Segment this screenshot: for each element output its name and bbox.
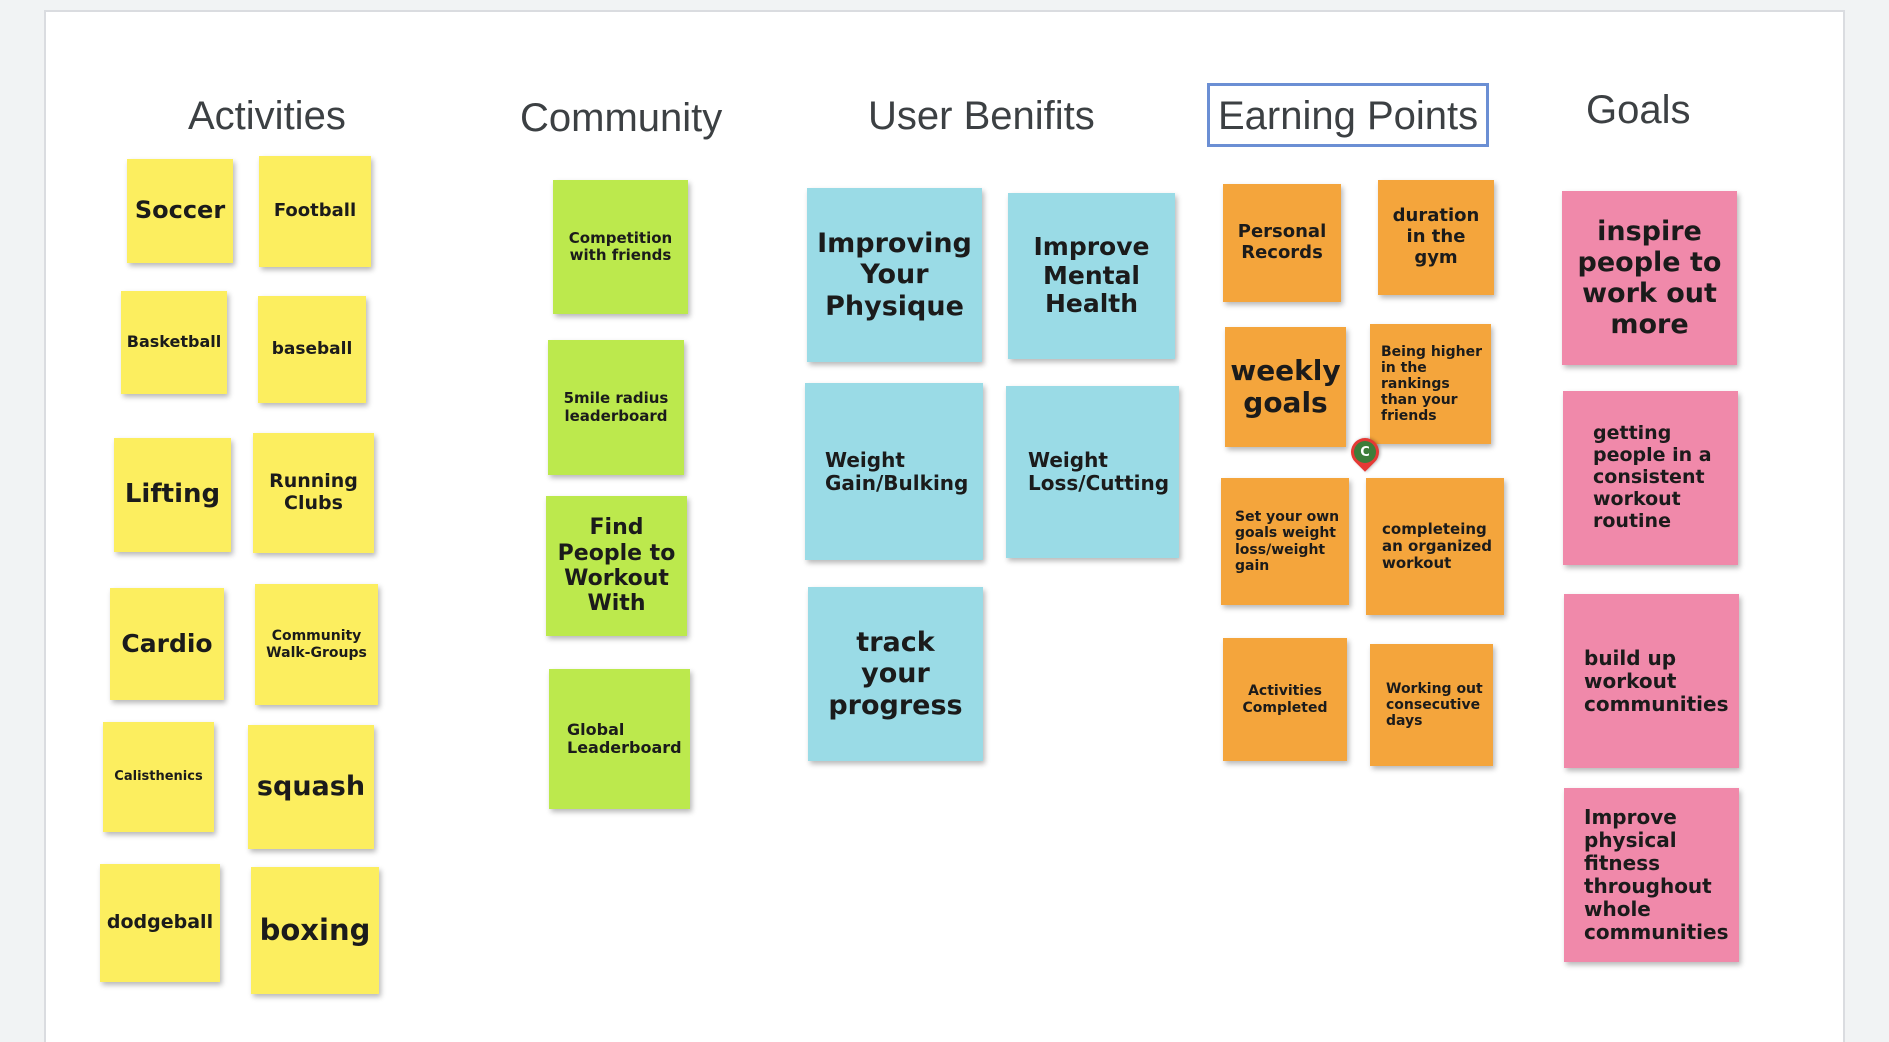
collaborator-initial: C: [1354, 441, 1376, 463]
sticky-note[interactable]: Global Leaderboard: [549, 669, 690, 809]
sticky-note[interactable]: Find People to Workout With: [546, 496, 687, 636]
sticky-note[interactable]: getting people in a consistent workout r…: [1563, 391, 1738, 565]
sticky-note[interactable]: completeing an organized workout: [1366, 478, 1504, 615]
sticky-note[interactable]: duration in the gym: [1378, 180, 1494, 295]
sticky-note[interactable]: Set your own goals weight loss/weight ga…: [1221, 478, 1349, 605]
sticky-note[interactable]: weekly goals: [1225, 327, 1346, 447]
heading-community[interactable]: Community: [520, 96, 723, 140]
sticky-note[interactable]: Personal Records: [1223, 184, 1341, 302]
heading-earning-points[interactable]: Earning Points: [1207, 83, 1490, 147]
sticky-note[interactable]: Running Clubs: [253, 433, 374, 553]
sticky-note[interactable]: Cardio: [110, 588, 224, 700]
sticky-note[interactable]: Football: [259, 156, 371, 267]
sticky-note[interactable]: build up workout communities: [1564, 594, 1739, 768]
sticky-note[interactable]: Weight Loss/Cutting: [1006, 386, 1179, 558]
heading-user-benefits[interactable]: User Benifits: [868, 94, 1095, 138]
sticky-note[interactable]: inspire people to work out more: [1562, 191, 1737, 365]
sticky-note[interactable]: baseball: [258, 296, 366, 403]
whiteboard-canvas[interactable]: Activities Community User Benifits Earni…: [44, 10, 1845, 1042]
sticky-note[interactable]: Activities Completed: [1223, 638, 1347, 761]
sticky-note[interactable]: Calisthenics: [103, 722, 214, 832]
sticky-note[interactable]: squash: [248, 725, 374, 849]
heading-activities[interactable]: Activities: [188, 94, 346, 138]
sticky-note[interactable]: track your progress: [808, 587, 983, 761]
sticky-note[interactable]: Improve Mental Health: [1008, 193, 1175, 359]
sticky-note[interactable]: Competition with friends: [553, 180, 688, 314]
sticky-note[interactable]: Improving Your Physique: [807, 188, 982, 362]
sticky-note[interactable]: boxing: [251, 867, 379, 994]
sticky-note[interactable]: Being higher in the rankings than your f…: [1370, 324, 1491, 444]
sticky-note[interactable]: dodgeball: [100, 864, 220, 982]
sticky-note[interactable]: Improve physical fitness throughout whol…: [1564, 788, 1739, 962]
sticky-note[interactable]: Working out consecutive days: [1370, 644, 1493, 766]
heading-goals[interactable]: Goals: [1586, 88, 1691, 132]
sticky-note[interactable]: Soccer: [127, 159, 233, 263]
sticky-note[interactable]: Lifting: [114, 438, 231, 552]
sticky-note[interactable]: 5mile radius leaderboard: [548, 340, 684, 475]
sticky-note[interactable]: Community Walk-Groups: [255, 584, 378, 705]
sticky-note[interactable]: Basketball: [121, 291, 227, 394]
sticky-note[interactable]: Weight Gain/Bulking: [805, 383, 983, 560]
